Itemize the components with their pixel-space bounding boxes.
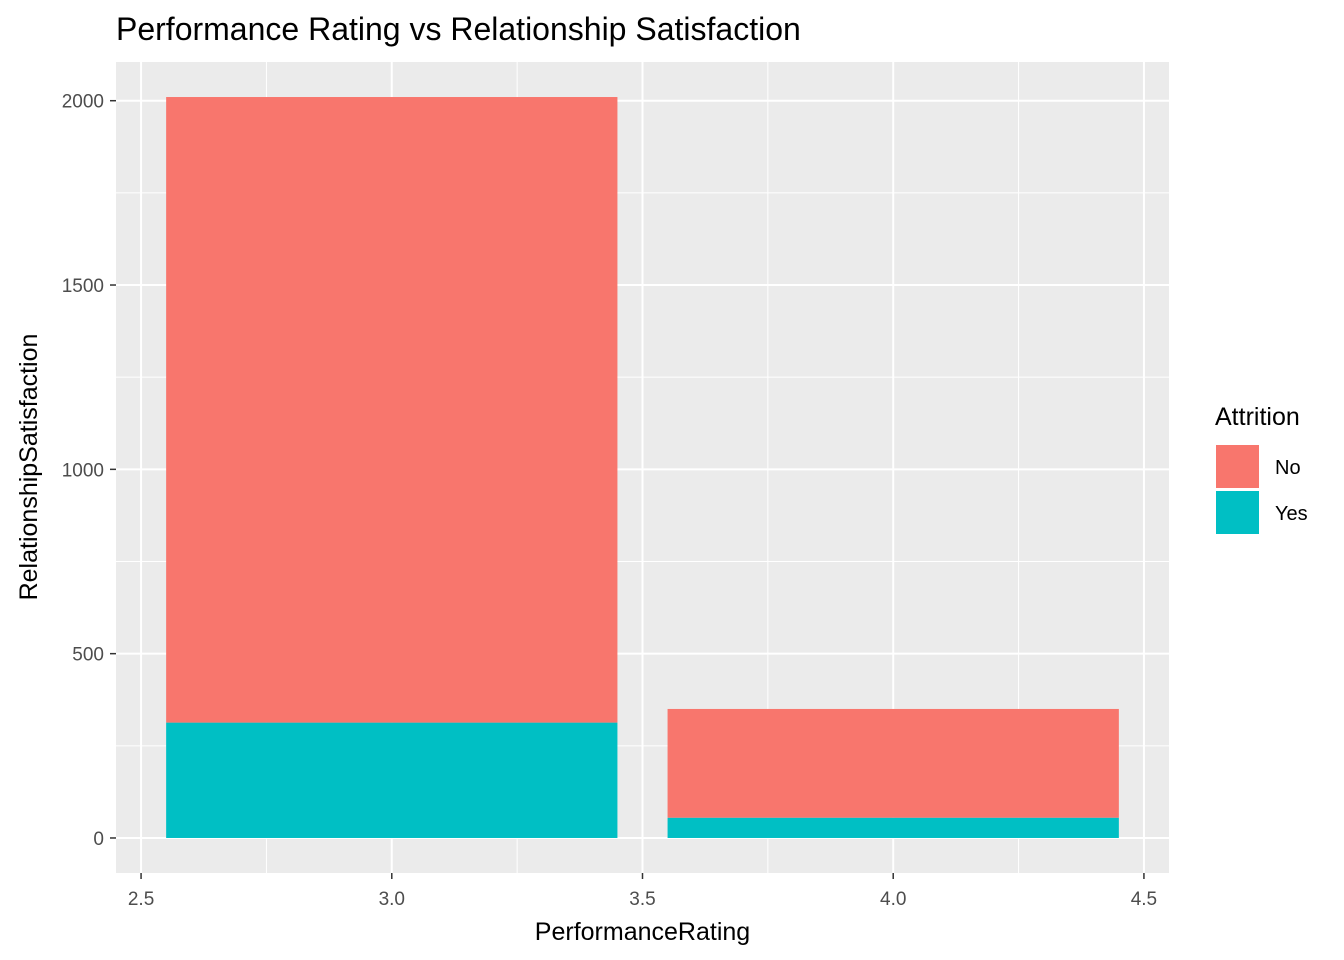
bars [166,97,1119,838]
bar-segment-yes [667,817,1119,838]
legend: Attrition No Yes [1215,403,1308,534]
x-axis-title: PerformanceRating [535,918,750,946]
bar-segment-no [166,97,618,723]
bar-segment-yes [166,722,618,838]
x-tick-label: 4.5 [1131,889,1157,910]
x-axis: 2.5 3.0 3.5 4.0 4.5 [128,873,1157,910]
x-tick-label: 3.0 [379,889,405,910]
legend-key-yes [1216,491,1259,534]
y-tick-label: 2000 [62,92,104,113]
y-tick-label: 500 [72,645,104,666]
x-tick-label: 4.0 [880,889,906,910]
legend-key-no [1216,445,1259,488]
y-axis: 0 500 1000 1500 2000 [62,92,116,850]
legend-label-no: No [1275,457,1301,479]
legend-title: Attrition [1215,403,1300,431]
x-tick-label: 3.5 [629,889,655,910]
y-tick-label: 1000 [62,460,104,481]
legend-label-yes: Yes [1275,503,1308,525]
x-tick-label: 2.5 [128,889,154,910]
chart-title: Performance Rating vs Relationship Satis… [116,11,801,47]
y-axis-title: RelationshipSatisfaction [15,334,43,601]
y-tick-label: 1500 [62,276,104,297]
bar-segment-no [667,708,1119,818]
y-tick-label: 0 [93,829,104,850]
